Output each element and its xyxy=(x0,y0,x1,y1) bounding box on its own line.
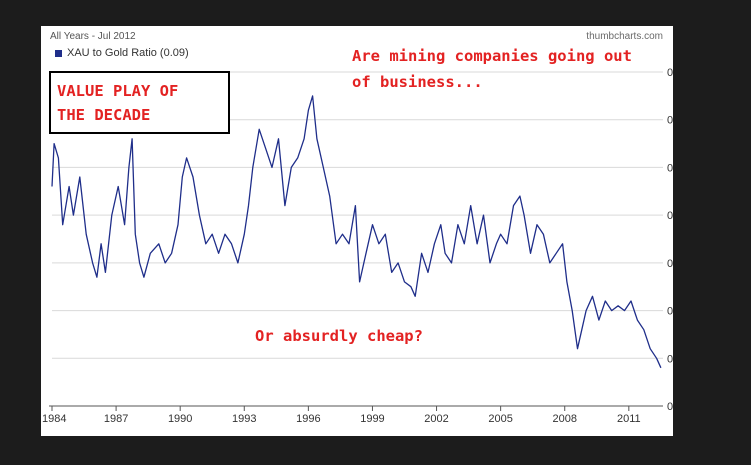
y-tick-label: 0.4 xyxy=(667,67,673,79)
series-line xyxy=(51,95,662,369)
legend-label: XAU to Gold Ratio (0.09) xyxy=(67,47,189,59)
callout-line-2: THE DECADE xyxy=(57,106,151,124)
source-label: thumbcharts.com xyxy=(586,31,663,42)
x-tick-label: 1984 xyxy=(42,413,66,425)
y-tick-label: 0.2 xyxy=(667,258,673,270)
x-tick-label: 1993 xyxy=(232,413,256,425)
x-tick-label: 1999 xyxy=(360,413,384,425)
x-tick-label: 2011 xyxy=(617,413,641,425)
x-tick-label: 1990 xyxy=(168,413,192,425)
question-annotation-line-1: Are mining companies going out xyxy=(352,47,632,65)
y-tick-label: 0.1 xyxy=(667,353,673,365)
x-tick-label: 2008 xyxy=(552,413,576,425)
y-tick-label: 0.3 xyxy=(667,162,673,174)
chart-svg: 0.05 0.1 0.15 0.2 0.25 0.3 0.35 0.4 1984 1987 1990… xyxy=(42,67,673,425)
y-tick-label: 0.35 xyxy=(667,115,673,127)
y-tick-label: 0.05 xyxy=(667,401,673,413)
callout-line-1: VALUE PLAY OF xyxy=(57,82,179,100)
cheap-annotation: Or absurdly cheap? xyxy=(255,327,423,345)
date-range-label: All Years - Jul 2012 xyxy=(50,31,136,42)
x-tick-label: 2002 xyxy=(424,413,448,425)
x-tick-label: 1987 xyxy=(104,413,128,425)
x-tick-label: 1996 xyxy=(296,413,320,425)
value-play-callout: VALUE PLAY OF THE DECADE xyxy=(49,71,230,134)
y-tick-label: 0.15 xyxy=(667,306,673,318)
legend-swatch-icon xyxy=(55,49,62,57)
x-tick-label: 2005 xyxy=(488,413,512,425)
legend: XAU to Gold Ratio (0.09) xyxy=(55,47,189,59)
y-tick-label: 0.25 xyxy=(667,210,673,222)
chart-panel: All Years - Jul 2012 thumbcharts.com XAU… xyxy=(41,26,673,436)
question-annotation-line-2: of business... xyxy=(352,73,483,91)
